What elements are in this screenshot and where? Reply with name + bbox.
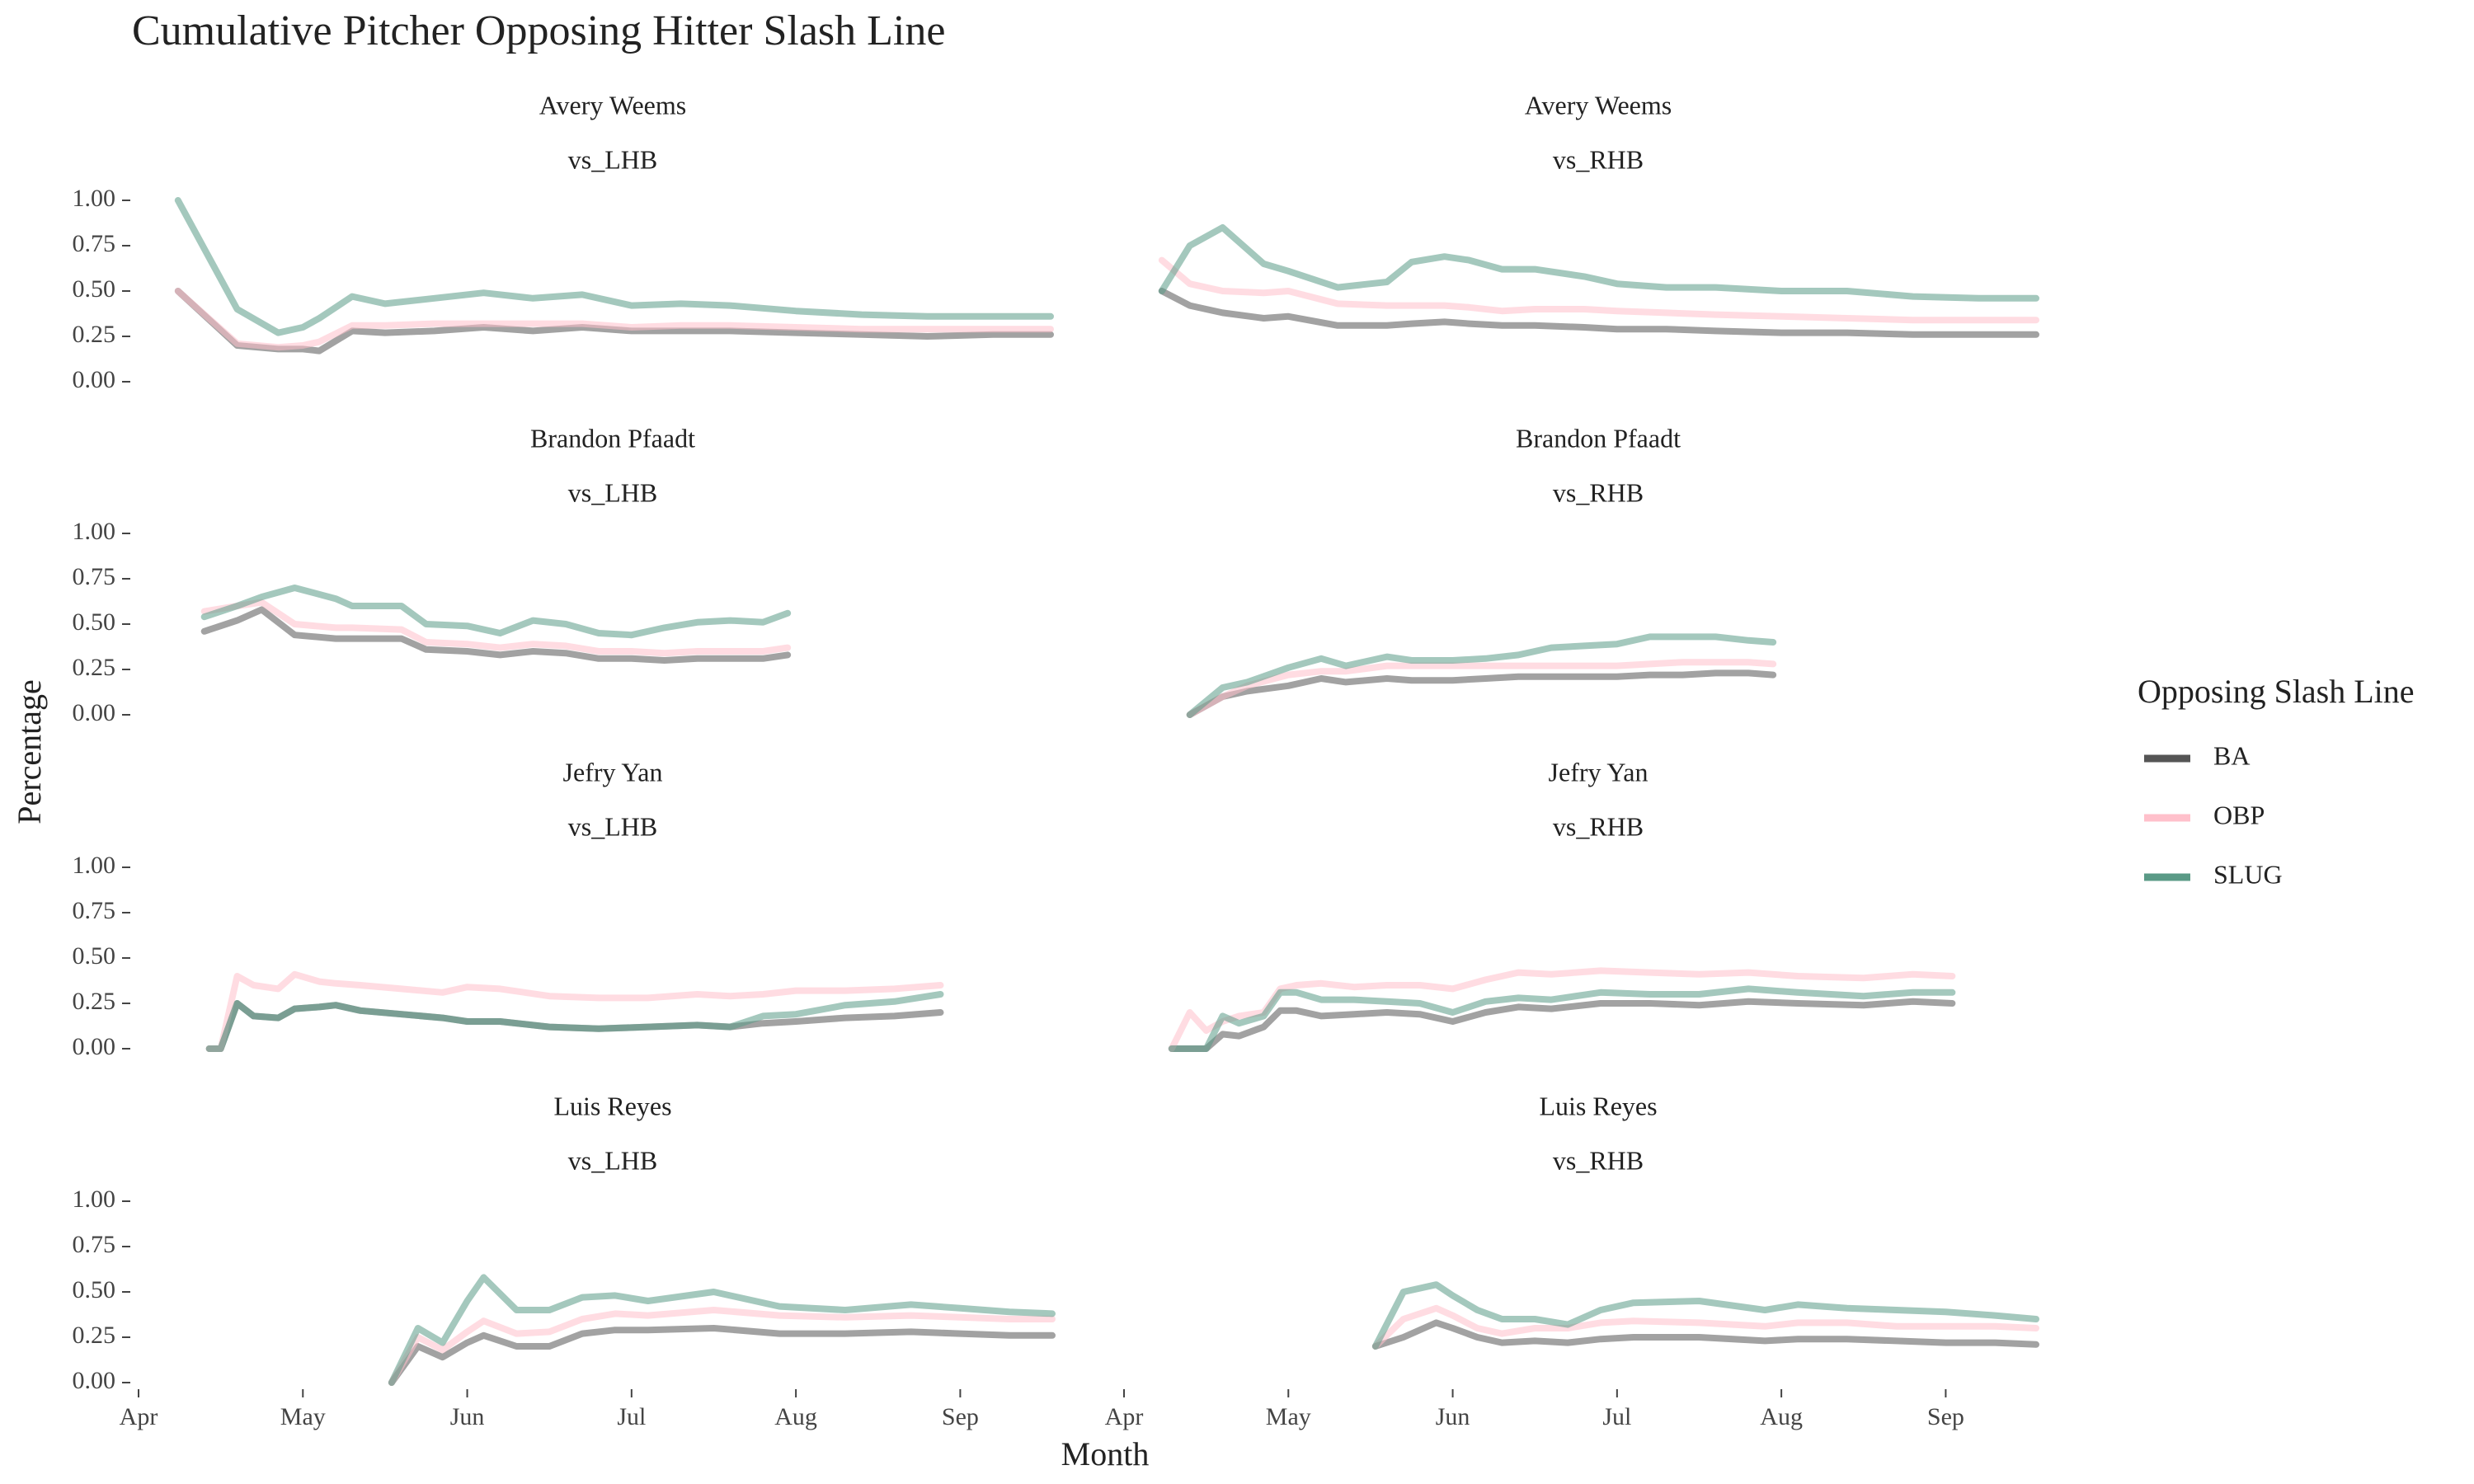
y-tick-label: 0.00 xyxy=(73,1033,116,1060)
series-line xyxy=(388,1307,1056,1386)
y-tick-label: 0.75 xyxy=(73,1231,116,1258)
series-line xyxy=(174,288,1054,351)
facet-title: Avery Weems xyxy=(1525,90,1672,120)
facet-subtitle: vs_RHB xyxy=(1553,477,1644,507)
y-tick-label: 0.00 xyxy=(73,1367,116,1394)
y-tick-label: 0.75 xyxy=(73,563,116,590)
x-tick-label: Jul xyxy=(1602,1403,1631,1430)
y-tick-label: 1.00 xyxy=(73,518,116,545)
x-tick-label: Aug xyxy=(1760,1403,1803,1430)
facet-subtitle: vs_LHB xyxy=(568,811,657,841)
legend-label: BA xyxy=(2213,740,2250,770)
facet-title: Luis Reyes xyxy=(553,1091,671,1120)
y-tick-label: 0.75 xyxy=(73,230,116,257)
x-tick-label: Sep xyxy=(1927,1403,1964,1430)
y-tick-label: 1.00 xyxy=(73,852,116,879)
chart-title: Cumulative Pitcher Opposing Hitter Slash… xyxy=(132,7,945,54)
facet-subtitle: vs_RHB xyxy=(1553,811,1644,841)
series-line xyxy=(388,1274,1056,1386)
series-line xyxy=(1168,998,1956,1052)
y-tick-label: 0.25 xyxy=(73,1322,116,1349)
legend-label: SLUG xyxy=(2213,859,2283,889)
series-line xyxy=(174,197,1054,336)
y-tick-label: 1.00 xyxy=(73,185,116,212)
series-line xyxy=(205,991,944,1052)
legend-title: Opposing Slash Line xyxy=(2138,673,2415,710)
facet-title: Jefry Yan xyxy=(563,757,663,787)
y-tick-label: 0.50 xyxy=(73,942,116,970)
x-tick-label: Sep xyxy=(942,1403,979,1430)
x-tick-label: Apr xyxy=(1105,1403,1144,1430)
series-line xyxy=(1371,1304,2039,1350)
series-line xyxy=(200,606,792,664)
facet-subtitle: vs_LHB xyxy=(568,477,657,507)
y-tick-label: 0.25 xyxy=(73,654,116,681)
facet-subtitle: vs_RHB xyxy=(1553,1145,1644,1175)
y-axis-label: Percentage xyxy=(11,679,48,824)
series-line xyxy=(1168,985,1956,1052)
series-line xyxy=(1186,633,1777,718)
facet-subtitle: vs_LHB xyxy=(568,1145,657,1175)
facet-subtitle: vs_LHB xyxy=(568,144,657,174)
facet-title: Brandon Pfaadt xyxy=(530,423,695,453)
x-tick-label: Jul xyxy=(617,1403,646,1430)
y-tick-label: 0.00 xyxy=(73,366,116,393)
y-tick-label: 0.00 xyxy=(73,699,116,726)
y-tick-label: 0.75 xyxy=(73,897,116,924)
series-line xyxy=(1186,669,1777,718)
series-line xyxy=(200,585,792,639)
series-line xyxy=(1186,659,1777,718)
x-tick-label: May xyxy=(1266,1403,1311,1430)
facet-title: Avery Weems xyxy=(539,90,686,120)
x-tick-label: Aug xyxy=(774,1403,817,1430)
series-line xyxy=(1158,288,2039,338)
series-line xyxy=(1371,1281,2039,1350)
facet-title: Jefry Yan xyxy=(1549,757,1649,787)
series-line xyxy=(1158,256,2039,324)
series-line xyxy=(388,1325,1056,1386)
series-line xyxy=(200,599,792,657)
x-tick-label: Apr xyxy=(120,1403,158,1430)
x-axis-label: Month xyxy=(1061,1435,1150,1472)
y-tick-label: 0.50 xyxy=(73,275,116,303)
y-tick-label: 0.25 xyxy=(73,321,116,348)
series-line xyxy=(1158,224,2039,302)
series-line xyxy=(1168,967,1956,1052)
facet-subtitle: vs_RHB xyxy=(1553,144,1644,174)
y-tick-label: 0.50 xyxy=(73,1276,116,1303)
series-line xyxy=(174,288,1054,355)
facet-title: Luis Reyes xyxy=(1539,1091,1657,1120)
series-line xyxy=(1371,1319,2039,1350)
x-tick-label: Jun xyxy=(450,1403,485,1430)
legend-label: OBP xyxy=(2213,800,2265,829)
x-tick-label: May xyxy=(280,1403,326,1430)
y-tick-label: 0.25 xyxy=(73,988,116,1015)
facet-title: Brandon Pfaadt xyxy=(1516,423,1681,453)
y-tick-label: 1.00 xyxy=(73,1186,116,1213)
series-line xyxy=(205,970,944,1052)
y-tick-label: 0.50 xyxy=(73,608,116,636)
x-tick-label: Jun xyxy=(1436,1403,1470,1430)
